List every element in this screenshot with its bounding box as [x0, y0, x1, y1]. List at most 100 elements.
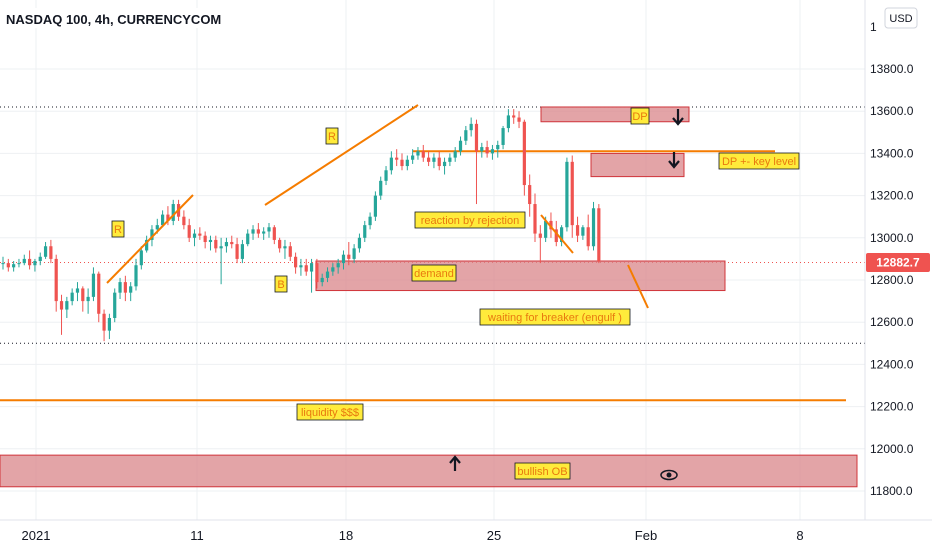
annotation-label-text: DP +- key level: [722, 156, 796, 168]
candle-body: [363, 225, 367, 238]
candle-body: [485, 147, 489, 154]
currency-button-bg[interactable]: [884, 7, 918, 29]
annotation-label-bg: [111, 220, 125, 238]
arrow-down-icon[interactable]: [672, 109, 684, 126]
candle-body: [262, 231, 266, 234]
trend-line[interactable]: [627, 264, 649, 309]
currency-button[interactable]: USD: [884, 7, 918, 29]
candle-body: [294, 256, 298, 268]
candle-body: [134, 265, 138, 287]
candle-body: [219, 246, 223, 249]
candle-body: [171, 204, 175, 221]
x-tick-label: 8: [796, 528, 803, 543]
arrow-down-icon[interactable]: [668, 152, 680, 169]
candle-body: [235, 244, 239, 259]
DP-supply-zone: [540, 106, 690, 123]
price-axis-ticks[interactable]: 11800.0 12000.0 12200.0 12400.0 12600.0 12800…: [870, 20, 914, 498]
trend-line[interactable]: [106, 194, 194, 284]
candle-body: [575, 225, 580, 236]
annotation-label[interactable]: liquidity $$$: [296, 403, 364, 421]
candle-body: [400, 159, 404, 167]
candle-body: [150, 229, 154, 240]
candle-body: [22, 258, 26, 264]
arrow-head: [449, 455, 461, 464]
annotation-label-bg: [274, 275, 288, 293]
trend-line[interactable]: [540, 214, 574, 254]
y-tick-label: 12400.0: [870, 357, 914, 371]
trend-line[interactable]: [264, 104, 419, 206]
price-tag-bg: [866, 253, 930, 273]
candle-body: [357, 237, 362, 249]
annotation-label[interactable]: waiting for breaker (engulf ): [479, 308, 631, 326]
x-tick-label: 18: [339, 528, 353, 543]
candle-body: [28, 258, 32, 266]
annotation-label[interactable]: R: [325, 127, 339, 145]
candle-body: [97, 273, 101, 314]
candle-body: [538, 233, 542, 238]
arrow-head: [668, 160, 680, 169]
horizontal-levels: [0, 106, 865, 402]
candle-body: [480, 147, 484, 152]
candle-body: [304, 265, 308, 272]
candle-body: [129, 286, 133, 293]
annotation-label[interactable]: DP: [630, 107, 650, 125]
annotation-label[interactable]: B: [274, 275, 288, 293]
bullish-OB-zone: [0, 454, 858, 488]
y-tick-label-top: 1: [870, 20, 877, 34]
candle-body: [554, 229, 558, 243]
candle-body: [411, 155, 415, 160]
key-level-zone: [590, 152, 685, 178]
candle-body: [490, 149, 495, 154]
candle-body: [570, 161, 574, 226]
candle-body: [448, 157, 452, 162]
annotation-label-text: B: [277, 279, 284, 291]
eye-pupil: [666, 472, 672, 478]
candle-body: [347, 254, 351, 259]
zones: [0, 106, 858, 488]
candle-body: [139, 250, 143, 266]
candle-body: [256, 229, 260, 234]
candle-body: [59, 301, 64, 310]
candle-body: [33, 261, 37, 266]
annotation-label[interactable]: R: [111, 220, 125, 238]
currency-button-label[interactable]: USD: [889, 13, 912, 25]
candle-body: [506, 115, 510, 129]
annotation-label[interactable]: reaction by rejection: [414, 211, 526, 229]
candle-body: [533, 204, 537, 234]
candle-body: [442, 161, 447, 167]
candle-body: [81, 288, 85, 302]
candle-body: [416, 151, 420, 156]
candle-body: [246, 233, 250, 245]
time-axis-ticks[interactable]: 2021 11 18 25 Feb 8: [22, 528, 804, 543]
candle-body: [272, 227, 276, 240]
candle-body: [1, 263, 5, 265]
candle-body: [395, 157, 399, 160]
candle-body: [288, 246, 292, 257]
annotation-label[interactable]: demand: [411, 264, 457, 282]
annotation-label-text: R: [328, 131, 336, 143]
candle-body: [597, 208, 601, 262]
x-tick-label: 2021: [22, 528, 51, 543]
y-tick-label: 13200.0: [870, 189, 914, 203]
candle-body: [501, 128, 505, 145]
arrow-up-icon[interactable]: [449, 455, 461, 471]
y-tick-label: 12000.0: [870, 442, 914, 456]
candle-body: [70, 292, 74, 302]
candle-body: [230, 242, 234, 245]
annotation-label-text: liquidity $$$: [301, 407, 359, 419]
candle-body: [198, 233, 202, 236]
candle-body: [336, 263, 340, 268]
candle-body: [315, 263, 319, 283]
candle-body: [17, 263, 21, 265]
annotation-label-bg: [479, 308, 631, 326]
candle-body: [267, 227, 271, 232]
y-tick-label: 13400.0: [870, 146, 914, 160]
annotation-label[interactable]: DP +- key level: [718, 152, 800, 170]
candle-body: [581, 227, 585, 236]
annotation-label-text: reaction by rejection: [421, 215, 519, 227]
eye-icon[interactable]: [660, 469, 678, 481]
candle-body: [192, 233, 197, 238]
candle-body: [464, 130, 468, 141]
annotation-label[interactable]: bullish OB: [514, 462, 571, 480]
